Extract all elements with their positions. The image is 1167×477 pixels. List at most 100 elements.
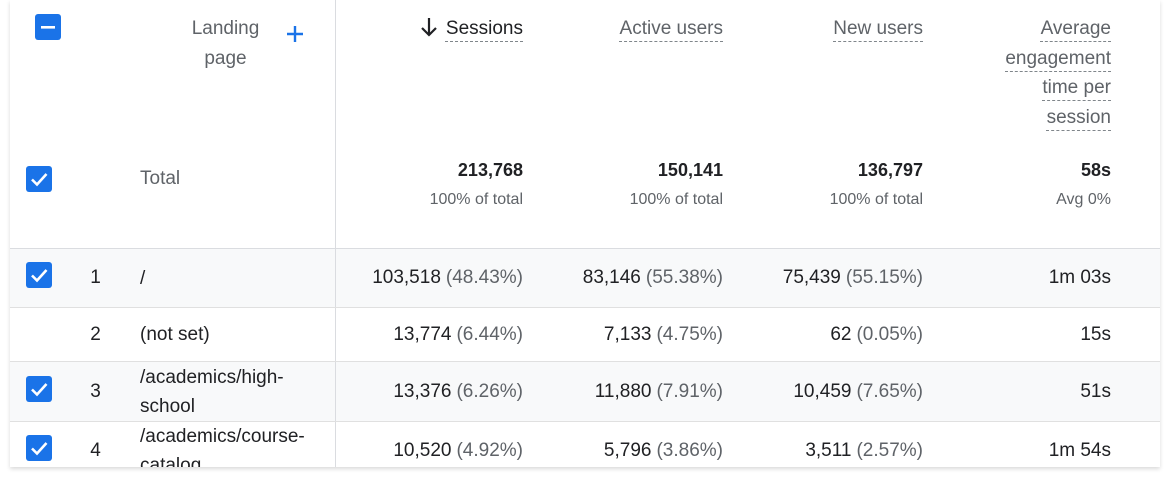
total-note: 100% of total <box>829 191 923 208</box>
total-note: Avg 0% <box>1056 191 1111 208</box>
metric-header: New users <box>735 0 935 150</box>
landing-page-cell: (not set) <box>125 307 336 362</box>
metric-cell: 62 (0.05%) <box>735 307 935 362</box>
metric-header: Average engagement time per session <box>935 0 1160 150</box>
landing-page-cell: /academics/high-school <box>125 361 336 422</box>
total-cell: 136,797 100% of total <box>735 150 935 249</box>
engagement-time: 51s <box>1080 380 1111 402</box>
total-label-cell: Total <box>125 150 336 249</box>
engagement-time: 15s <box>1080 323 1111 345</box>
report-table: Landing page Sessions Active users New user… <box>10 0 1160 467</box>
engagement-time: 1m 03s <box>1048 267 1111 288</box>
metric-percent: (3.86%) <box>656 440 723 461</box>
metric-cell: 3,511 (2.57%) <box>735 421 935 467</box>
total-row: Total 213,768 100% of total 150,141 100% of … <box>10 150 1160 249</box>
checkbox-checked[interactable] <box>26 375 52 402</box>
metric-header-label[interactable]: Sessions <box>445 18 523 39</box>
metric-value: 83,146 <box>582 267 641 288</box>
row-index: 3 <box>70 361 125 422</box>
metric-value: 13,376 <box>393 380 452 402</box>
engagement-time: 1m 54s <box>1048 440 1111 461</box>
landing-page[interactable]: / <box>140 267 146 289</box>
checkbox-indeterminate[interactable] <box>35 14 61 40</box>
total-value: 58s <box>1080 160 1111 180</box>
add-dimension-button[interactable] <box>271 14 305 73</box>
total-cell: 213,768 100% of total <box>335 150 535 249</box>
data-row: 3/academics/high-school 13,376 (6.26%) 11,8… <box>10 361 1160 422</box>
metric-header: Active users <box>535 0 735 150</box>
row-checkbox-cell <box>10 421 70 467</box>
data-row: 1/103,518 (48.43%) 83,146 (55.38%) 75,439 (55… <box>10 248 1160 308</box>
metric-header-label[interactable]: Average engagement time per session <box>1005 18 1111 128</box>
metric-percent: (6.44%) <box>456 323 523 345</box>
sort-arrow <box>421 18 437 37</box>
checkbox[interactable] <box>26 375 70 408</box>
metric-percent: (48.43%) <box>445 267 523 288</box>
checkbox[interactable] <box>26 14 70 46</box>
row-checkbox-cell <box>10 361 70 422</box>
table-header: Landing page Sessions Active users New user… <box>10 0 1160 150</box>
checkbox-checked[interactable] <box>26 435 52 461</box>
metric-value: 62 <box>830 323 852 345</box>
total-checkbox-cell <box>10 150 70 249</box>
landing-page[interactable]: /academics/course-catalog <box>140 426 305 467</box>
engagement-time-cell: 51s <box>935 361 1160 422</box>
metric-value: 10,459 <box>793 380 852 402</box>
total-value: 213,768 <box>457 160 523 180</box>
metric-header-label[interactable]: Active users <box>619 18 723 39</box>
metric-percent: (55.15%) <box>845 267 923 288</box>
checkbox[interactable] <box>26 262 70 294</box>
total-note: 100% of total <box>429 191 523 208</box>
total-cell: 58s Avg 0% <box>935 150 1160 249</box>
metric-percent: (0.05%) <box>856 323 923 345</box>
landing-page[interactable]: (not set) <box>140 324 210 345</box>
table-body: Total 213,768 100% of total 150,141 100% of … <box>10 150 1160 467</box>
metric-header-label[interactable]: New users <box>833 18 923 39</box>
total-value: 150,141 <box>657 160 723 180</box>
metric-cell: 11,880 (7.91%) <box>535 361 735 422</box>
total-cell: 150,141 100% of total <box>535 150 735 249</box>
metric-percent: (55.38%) <box>645 267 723 288</box>
header-row: Landing page Sessions Active users New user… <box>10 0 1160 150</box>
metric-percent: (2.57%) <box>856 440 923 461</box>
landing-page[interactable]: /academics/high-school <box>140 366 284 417</box>
metric-cell: 13,774 (6.44%) <box>335 307 535 362</box>
metric-cell: 7,133 (4.75%) <box>535 307 735 362</box>
engagement-time-cell: 1m 54s <box>935 421 1160 467</box>
metric-percent: (7.65%) <box>856 380 923 402</box>
metric-percent: (7.91%) <box>656 380 723 402</box>
metric-value: 11,880 <box>594 380 652 402</box>
dimension-header: Landing page <box>70 0 336 150</box>
select-all-cell <box>10 0 70 150</box>
row-index: 4 <box>70 421 125 467</box>
metric-percent: (4.92%) <box>456 440 523 461</box>
checkbox[interactable] <box>26 166 70 198</box>
metric-cell: 83,146 (55.38%) <box>535 248 735 308</box>
landing-page-cell: /academics/course-catalog <box>125 421 336 467</box>
metric-percent: (4.75%) <box>656 323 723 345</box>
row-index: 2 <box>70 307 125 362</box>
report-table-card: Landing page Sessions Active users New user… <box>10 0 1160 467</box>
engagement-time-cell: 15s <box>935 307 1160 362</box>
metric-header: Sessions <box>335 0 535 150</box>
dimension-header-wrap: Landing page <box>70 14 335 73</box>
plus-icon[interactable] <box>285 24 305 44</box>
total-index-cell <box>70 150 125 249</box>
row-index: 1 <box>70 248 125 308</box>
dimension-header-label[interactable]: Landing page <box>191 18 260 69</box>
metric-cell: 5,796 (3.86%) <box>535 421 735 467</box>
metric-value: 103,518 <box>372 267 441 288</box>
metric-value: 75,439 <box>782 267 841 288</box>
row-checkbox-cell <box>10 307 70 362</box>
checkbox-checked[interactable] <box>26 262 52 288</box>
data-row: 2 (not set) 13,774 (6.44%) 7,133 (4.75%) 62 (0.… <box>10 307 1160 362</box>
checkbox-checked[interactable] <box>26 166 52 192</box>
metric-value: 3,511 <box>805 440 852 461</box>
checkbox[interactable] <box>26 435 70 467</box>
metric-cell: 13,376 (6.26%) <box>335 361 535 422</box>
metric-cell: 103,518 (48.43%) <box>335 248 535 308</box>
metric-value: 7,133 <box>603 323 652 345</box>
metric-value: 13,774 <box>393 323 452 345</box>
metric-percent: (6.26%) <box>456 380 523 402</box>
total-value: 136,797 <box>857 160 923 180</box>
